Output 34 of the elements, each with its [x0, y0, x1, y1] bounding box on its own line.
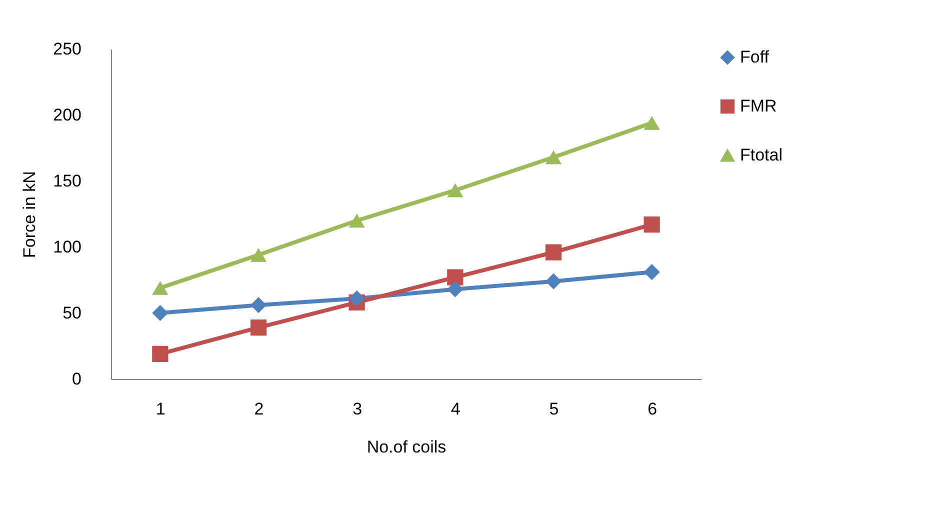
x-tick-label: 5 [549, 400, 559, 418]
x-tick-label: 2 [254, 400, 264, 418]
point [250, 297, 267, 314]
point [644, 216, 660, 233]
point [545, 244, 562, 260]
point [644, 264, 660, 280]
y-tick-label: 150 [53, 172, 82, 190]
point [152, 280, 168, 295]
point [152, 304, 168, 322]
point [152, 346, 168, 362]
y-tick-label: 50 [62, 304, 82, 322]
legend-label: FMR [740, 96, 777, 116]
point [447, 183, 464, 198]
point [348, 214, 365, 228]
x-tick-label: 3 [352, 400, 362, 418]
point [545, 150, 562, 164]
point [250, 248, 267, 262]
y-tick-label: 0 [72, 370, 82, 388]
x-tick-label: 6 [648, 400, 658, 418]
point [447, 281, 464, 298]
y-tick-label: 200 [53, 106, 82, 124]
y-tick-label: 250 [53, 40, 82, 58]
y-axis-title: Force in kN [20, 171, 40, 258]
legend-label: Foff [740, 48, 770, 66]
point [348, 290, 365, 307]
point [250, 319, 267, 336]
x-axis-title: No.of coils [366, 438, 446, 456]
x-tick-label: 4 [450, 400, 460, 418]
point [545, 273, 562, 290]
x-tick-label: 1 [156, 400, 166, 418]
point [644, 116, 660, 130]
y-tick-label: 100 [53, 238, 82, 256]
legend-label: Ftotal [740, 146, 783, 164]
point [447, 269, 464, 286]
